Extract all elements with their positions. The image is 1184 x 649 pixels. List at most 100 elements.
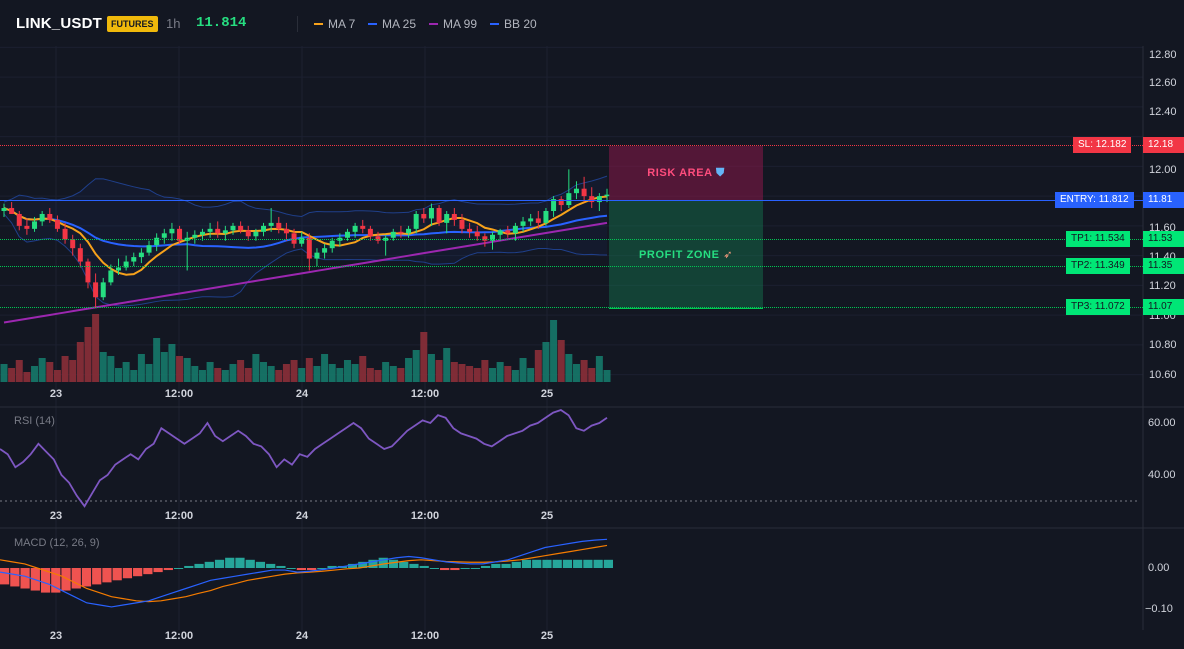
- candle-body: [360, 225, 366, 229]
- macd-hist-bar: [51, 568, 61, 593]
- candle-body: [77, 248, 83, 262]
- tp2-line[interactable]: [0, 266, 1143, 267]
- candle-body: [482, 236, 488, 241]
- volume-bar: [290, 360, 298, 382]
- candle-body: [161, 233, 167, 238]
- price-tick-label: 12.80: [1149, 49, 1177, 61]
- macd-hist-bar: [327, 565, 337, 568]
- macd-hist-bar: [61, 568, 71, 591]
- time-tick-label: 25: [540, 388, 554, 400]
- tp1-price-tag: 11.53: [1143, 231, 1184, 247]
- volume-bar: [176, 356, 184, 382]
- volume-bar: [46, 362, 54, 382]
- volume-bar: [160, 352, 168, 382]
- macd-hist-bar: [20, 568, 30, 589]
- candle-body: [528, 218, 534, 222]
- candle-body: [344, 231, 350, 238]
- macd-hist-bar: [102, 568, 112, 583]
- macd-hist-bar: [501, 563, 511, 568]
- volume-bar: [137, 354, 145, 382]
- volume-bar: [366, 368, 374, 382]
- macd-hist-bar: [562, 559, 573, 568]
- volume-bar: [305, 358, 313, 382]
- volume-bar: [473, 368, 481, 382]
- candle-body: [421, 213, 427, 219]
- candle-body: [192, 234, 198, 238]
- candle-body: [467, 228, 473, 232]
- volume-bar: [260, 362, 268, 382]
- volume-bar: [237, 360, 245, 382]
- volume-bar: [122, 362, 130, 382]
- tp3-tag[interactable]: TP3: 11.072: [1066, 299, 1130, 315]
- macd-hist-bar: [81, 568, 92, 587]
- rsi-tick-40: 40.00: [1148, 469, 1176, 481]
- volume-bar: [0, 364, 8, 382]
- volume-bars: [0, 314, 611, 382]
- candle-body: [199, 231, 205, 235]
- candle-body: [138, 252, 144, 258]
- candle-body: [39, 213, 45, 222]
- volume-bar: [550, 320, 558, 382]
- legend-ma25[interactable]: MA 25: [368, 17, 416, 31]
- candle-body: [497, 230, 503, 235]
- candle-body: [230, 225, 236, 231]
- macd-hist-bar: [491, 563, 501, 568]
- symbol-name[interactable]: LINK_USDT: [16, 15, 102, 32]
- volume-bar: [557, 340, 565, 382]
- legend-bb20[interactable]: BB 20: [490, 17, 537, 31]
- futures-badge: FUTURES: [107, 16, 158, 32]
- ma25-swatch-icon: [368, 22, 377, 25]
- volume-bar: [191, 366, 199, 382]
- volume-bar: [198, 370, 206, 382]
- volume-bar: [542, 342, 550, 382]
- candle-body: [245, 230, 251, 237]
- macd-hist-bar: [511, 561, 521, 568]
- price-tick-label: 10.80: [1149, 339, 1177, 351]
- last-price: 11.814: [196, 15, 247, 31]
- macd-hist-bar: [40, 568, 51, 593]
- volume-bar: [328, 364, 336, 382]
- rsi-title[interactable]: RSI (14): [14, 415, 55, 427]
- sl-tag[interactable]: SL: 12.182: [1073, 137, 1132, 153]
- tp1-line[interactable]: [0, 239, 1143, 240]
- entry-line[interactable]: [0, 200, 1143, 201]
- candle-body: [108, 270, 114, 283]
- entry-tag[interactable]: ENTRY: 11.812: [1055, 192, 1134, 208]
- volume-bar: [99, 352, 107, 382]
- sl-price-tag: 12.18: [1143, 137, 1184, 153]
- time-tick-label: 12:00: [164, 630, 194, 642]
- tp2-tag[interactable]: TP2: 11.349: [1066, 258, 1130, 274]
- macd-hist-bar: [460, 568, 470, 569]
- volume-bar: [534, 350, 542, 382]
- legend-ma7[interactable]: MA 7: [314, 17, 355, 31]
- entry-price-tag: 11.81: [1143, 192, 1184, 208]
- volume-bar: [420, 332, 428, 382]
- legend-ma99[interactable]: MA 99: [429, 17, 477, 31]
- tp1-tag[interactable]: TP1: 11.534: [1066, 231, 1130, 247]
- time-tick-label: 24: [295, 630, 309, 642]
- macd-title[interactable]: MACD (12, 26, 9): [14, 537, 100, 549]
- tp3-line[interactable]: [0, 307, 1143, 308]
- timeframe-selector[interactable]: 1h: [166, 16, 181, 31]
- volume-bar: [8, 368, 16, 382]
- stop-loss-line[interactable]: [0, 145, 1143, 146]
- bb20-swatch-icon: [490, 22, 499, 25]
- macd-hist-bar: [204, 561, 214, 568]
- time-tick-label: 12:00: [164, 510, 194, 522]
- macd-tick-neg: −0.10: [1145, 603, 1173, 615]
- time-tick-label: 24: [295, 510, 309, 522]
- macd-hist-bar: [542, 559, 552, 568]
- ma7-line: [3, 195, 608, 276]
- price-tick-label: 12.40: [1149, 106, 1177, 118]
- candle-body: [375, 236, 381, 241]
- macd-hist-bar: [10, 568, 20, 587]
- volume-bar: [76, 342, 84, 382]
- macd-hist-bar: [163, 568, 173, 571]
- candle-body: [505, 230, 511, 234]
- candle-body: [62, 228, 68, 240]
- volume-bar: [511, 370, 519, 382]
- candle-body: [1, 208, 7, 211]
- time-tick-label: 12:00: [164, 388, 194, 400]
- macd-hist-bar: [173, 568, 184, 569]
